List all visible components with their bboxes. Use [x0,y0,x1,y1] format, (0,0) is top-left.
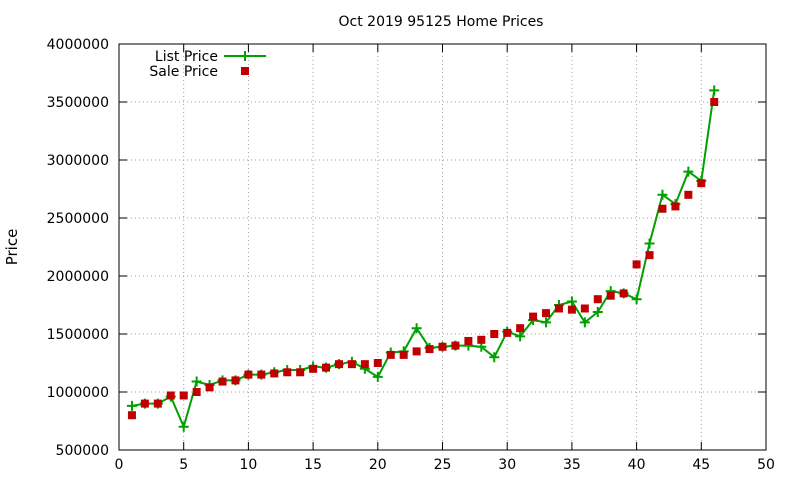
sale-price-point [632,260,641,269]
sale-price-point [567,305,576,314]
sale-price-point [373,359,382,367]
list-price-point [579,317,590,328]
sale-price-point [205,383,214,392]
sale-price-point [658,204,667,213]
sale-price-point [619,289,628,298]
list-price-point [515,331,526,342]
y-tick-label: 2500000 [47,211,109,227]
y-tick-label: 1000000 [47,385,109,401]
list-price-point [178,421,189,432]
sale-price-point [257,370,266,379]
sale-price-point [412,347,421,356]
y-axis-label: Price [3,229,21,266]
y-tick-label: 2000000 [47,269,109,285]
sale-price-point [606,291,615,300]
list-price-point [631,294,642,305]
list-price-point [489,352,500,363]
sale-price-point [347,360,356,369]
sale-price-point [438,342,447,351]
x-tick-label: 50 [757,457,775,473]
sale-price-point [179,391,188,400]
sale-price-point [451,341,460,350]
list-price-point [709,85,720,96]
sale-price-point [645,251,654,260]
list-price-point [411,323,422,334]
x-tick-label: 20 [369,457,387,473]
sale-price-point [684,190,693,199]
list-price-point [191,376,202,387]
sale-price-point [671,202,680,211]
sale-price-point [309,364,318,373]
x-tick-label: 15 [304,457,322,473]
y-tick-label: 3500000 [47,95,109,111]
sale-price-point [425,345,434,354]
y-tick-label: 1500000 [47,327,109,343]
list-price-point [126,400,137,411]
y-tick-label: 500000 [56,443,109,459]
legend-marker-sale-price [241,67,249,75]
sale-price-point [529,312,538,321]
list-price-point [372,371,383,382]
sale-price-point [231,376,240,385]
gridlines [119,44,766,450]
sale-price-point [283,368,292,377]
x-tick-label: 0 [115,457,124,473]
sale-price-point [516,324,525,333]
y-tick-label: 3000000 [47,153,109,169]
x-tick-label: 10 [239,457,257,473]
x-tick-label: 5 [179,457,188,473]
x-tick-label: 35 [563,457,581,473]
legend-label-list-price: List Price [155,49,218,65]
sale-price-point [127,411,136,420]
axis-ticks: 500000 1000000 1500000 2000000 2500000 300000… [47,37,775,473]
list-price-point [566,296,577,307]
list-price-point [644,238,655,249]
sale-price-point [192,388,201,396]
sale-price-point [593,295,602,304]
list-price-line [131,90,716,430]
list-price-point [592,306,603,317]
sale-price-point [580,304,589,313]
sale-price-point [270,369,279,378]
sale-price-point [464,336,473,345]
sale-price-point [218,377,227,386]
chart-title: Oct 2019 95125 Home Prices [339,14,544,30]
x-tick-label: 30 [498,457,516,473]
list-price-point [541,317,552,328]
sale-price-point [477,335,486,344]
legend: List Price Sale Price [149,49,266,80]
x-tick-label: 45 [692,457,710,473]
legend-marker-list-price [240,51,250,61]
x-tick-label: 40 [628,457,646,473]
sale-price-point [334,360,343,369]
sale-price-point [166,391,175,400]
series-layer [126,85,720,432]
sale-price-point [710,98,719,106]
sale-price-point [399,350,408,359]
sale-price-point [386,350,395,359]
list-price-point [683,166,694,177]
x-tick-label: 25 [434,457,452,473]
plot-frame [118,43,767,451]
sale-price-point [140,399,149,408]
sale-price-point [244,370,253,379]
sale-price-point [503,328,512,337]
legend-label-sale-price: Sale Price [149,64,218,80]
sale-price-point [360,360,369,369]
list-price-point [657,189,668,200]
sale-price-point [322,363,331,372]
y-tick-label: 4000000 [47,37,109,53]
sale-price-point [697,179,706,188]
sale-price-point [542,309,551,318]
sale-price-point [296,368,305,377]
sale-price-point [153,399,162,408]
sale-price-point [490,330,499,338]
sale-price-point [554,304,563,313]
